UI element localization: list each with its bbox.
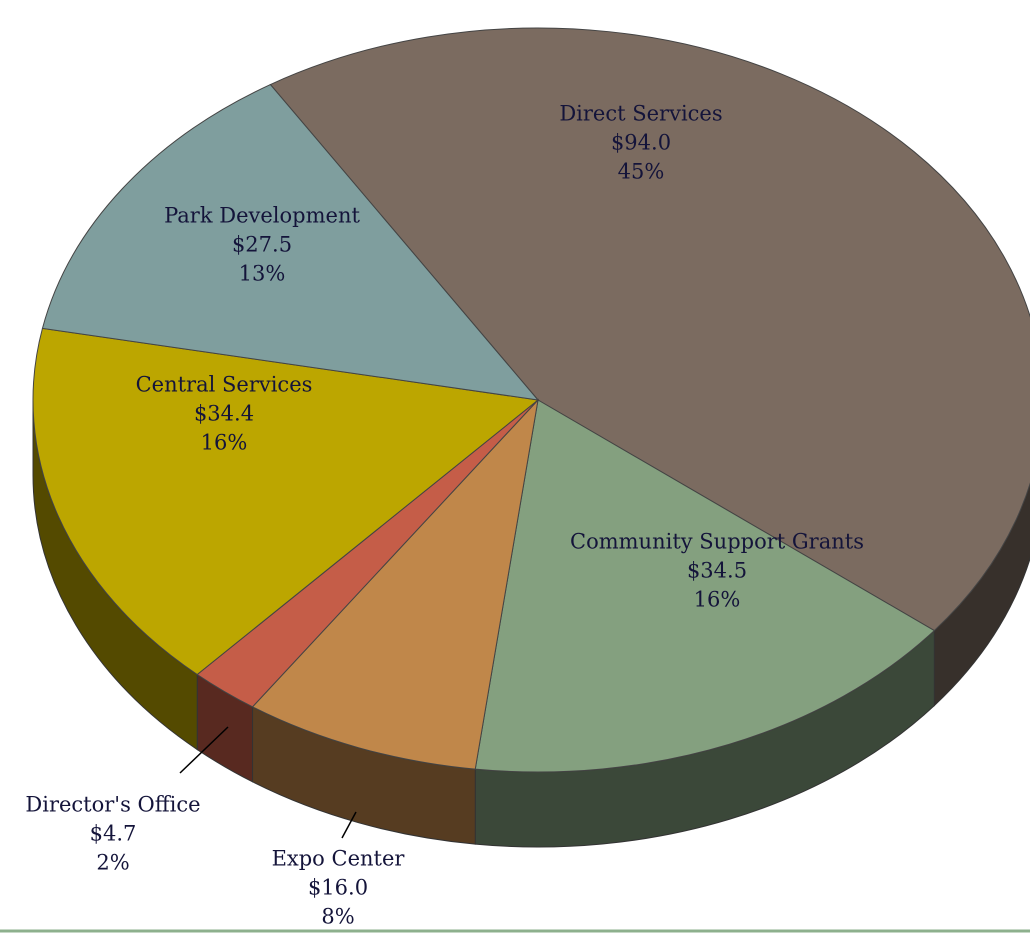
leader-line bbox=[179, 726, 229, 774]
percent-label: 16% bbox=[201, 431, 248, 455]
percent-label: 45% bbox=[618, 160, 665, 184]
slice-label: Expo Center bbox=[272, 847, 406, 871]
pie-tops bbox=[32, 27, 1030, 773]
percent-label: 2% bbox=[96, 851, 129, 875]
slice-label: Community Support Grants bbox=[570, 530, 864, 554]
value-label: $34.4 bbox=[194, 402, 254, 426]
slice bbox=[41, 83, 540, 401]
percent-label: 13% bbox=[239, 262, 286, 286]
slice-label: Central Services bbox=[136, 373, 313, 397]
value-label: $16.0 bbox=[308, 876, 368, 900]
percent-label: 8% bbox=[321, 905, 354, 929]
labels: Direct Services $94.0 45% Community Support… bbox=[25, 102, 864, 929]
slice-label: Park Development bbox=[164, 204, 360, 228]
percent-label: 16% bbox=[694, 588, 741, 612]
slice bbox=[251, 398, 539, 770]
pie-sides bbox=[32, 399, 1030, 848]
slice bbox=[269, 27, 1030, 632]
value-label: $27.5 bbox=[232, 233, 292, 257]
value-label: $34.5 bbox=[687, 559, 747, 583]
value-label: $94.0 bbox=[611, 131, 671, 155]
leader-line bbox=[341, 811, 357, 839]
slice-label: Director's Office bbox=[25, 793, 200, 817]
slice-label: Direct Services bbox=[559, 102, 722, 126]
slice bbox=[474, 399, 936, 773]
value-label: $4.7 bbox=[90, 822, 137, 846]
slice bbox=[32, 327, 540, 676]
